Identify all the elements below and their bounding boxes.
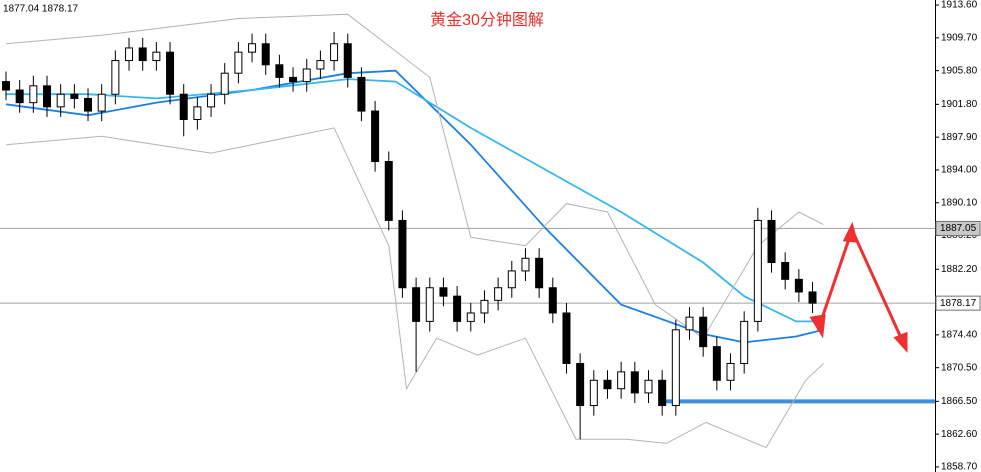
candle-body bbox=[712, 346, 721, 381]
candle-body bbox=[740, 320, 749, 364]
candle-body bbox=[521, 257, 530, 272]
candle-body bbox=[781, 262, 790, 280]
candle-body bbox=[97, 93, 106, 112]
y-tick-label: 1858.70 bbox=[941, 462, 978, 472]
indicator-line bbox=[6, 78, 824, 323]
arrow-down bbox=[851, 231, 904, 341]
candle-body bbox=[234, 51, 243, 74]
y-tick-label: 1901.80 bbox=[941, 99, 978, 110]
candle-body bbox=[84, 97, 93, 112]
candle-body bbox=[343, 43, 352, 78]
candle-body bbox=[111, 60, 120, 95]
y-tick-label: 1874.40 bbox=[941, 329, 978, 340]
candle-body bbox=[494, 287, 503, 301]
candle-body bbox=[617, 371, 626, 390]
candle-body bbox=[644, 379, 653, 394]
candle-body bbox=[248, 43, 257, 53]
price-label-box bbox=[935, 220, 981, 236]
candle-body bbox=[70, 93, 79, 99]
y-tick-label: 1909.70 bbox=[941, 33, 978, 44]
y-tick-label: 1913.60 bbox=[941, 0, 978, 11]
candle-body bbox=[166, 51, 175, 95]
candle-body bbox=[576, 362, 585, 407]
arrow-up bbox=[816, 235, 852, 331]
candle-body bbox=[275, 64, 284, 78]
header-text: 1877.04 1878.17 bbox=[3, 4, 79, 15]
candle-body bbox=[316, 60, 325, 70]
candle-body bbox=[466, 312, 475, 322]
candle-body bbox=[207, 93, 216, 108]
y-tick-label: 1862.60 bbox=[941, 429, 978, 440]
candle-body bbox=[302, 68, 311, 83]
candle-body bbox=[685, 316, 694, 331]
candle-body bbox=[658, 379, 667, 407]
candle-body bbox=[371, 110, 380, 163]
indicator-line bbox=[5, 127, 824, 449]
candle-body bbox=[453, 295, 462, 322]
candle-body bbox=[412, 287, 421, 322]
candle-body bbox=[15, 89, 24, 104]
y-tick-label: 1897.90 bbox=[941, 132, 978, 143]
candle-body bbox=[699, 316, 708, 348]
candle-body bbox=[289, 76, 298, 83]
candle-body bbox=[398, 219, 407, 289]
candle-body bbox=[726, 362, 735, 381]
price-label: 1887.05 bbox=[940, 223, 977, 234]
candle-body bbox=[152, 51, 161, 62]
candle-body bbox=[125, 47, 134, 62]
y-tick-label: 1882.20 bbox=[941, 264, 978, 275]
candle-body bbox=[767, 219, 776, 264]
candle-body bbox=[589, 379, 598, 407]
forecast-arrows bbox=[809, 221, 908, 353]
candle-body bbox=[439, 287, 448, 297]
arrow-head bbox=[893, 331, 908, 353]
candle-body bbox=[43, 85, 52, 108]
candle-body bbox=[480, 299, 489, 314]
candle-body bbox=[794, 278, 803, 293]
candle-body bbox=[56, 93, 65, 108]
y-tick-label: 1870.50 bbox=[941, 362, 978, 373]
y-tick-label: 1894.00 bbox=[941, 165, 978, 176]
indicator-line bbox=[5, 13, 824, 339]
candle-body bbox=[29, 85, 38, 104]
arrow-head bbox=[809, 314, 826, 339]
candle-body bbox=[193, 106, 202, 120]
candle-body bbox=[220, 72, 229, 95]
candle-body bbox=[507, 270, 516, 289]
candle-body bbox=[138, 47, 147, 62]
candle-body bbox=[548, 287, 557, 314]
y-tick-label: 1866.50 bbox=[941, 396, 978, 407]
candle-body bbox=[261, 43, 270, 66]
y-tick-label: 1890.10 bbox=[941, 197, 978, 208]
y-tick-label: 1905.80 bbox=[941, 65, 978, 76]
candle-body bbox=[179, 93, 188, 120]
candle-body bbox=[753, 219, 762, 322]
chart-title: 黄金30分钟图解 bbox=[430, 11, 544, 29]
candle-body bbox=[630, 371, 639, 394]
candle-body bbox=[425, 287, 434, 322]
candle-body bbox=[562, 312, 571, 364]
price-label-box bbox=[935, 295, 981, 311]
candle-body bbox=[2, 81, 10, 91]
candle-body bbox=[535, 257, 544, 289]
candle-body bbox=[330, 43, 339, 62]
candle-body bbox=[808, 291, 817, 304]
candle-body bbox=[357, 76, 366, 112]
candle-body bbox=[603, 379, 612, 390]
candle-body bbox=[671, 329, 680, 407]
candle-body bbox=[384, 161, 393, 221]
price-label: 1878.17 bbox=[940, 298, 977, 309]
